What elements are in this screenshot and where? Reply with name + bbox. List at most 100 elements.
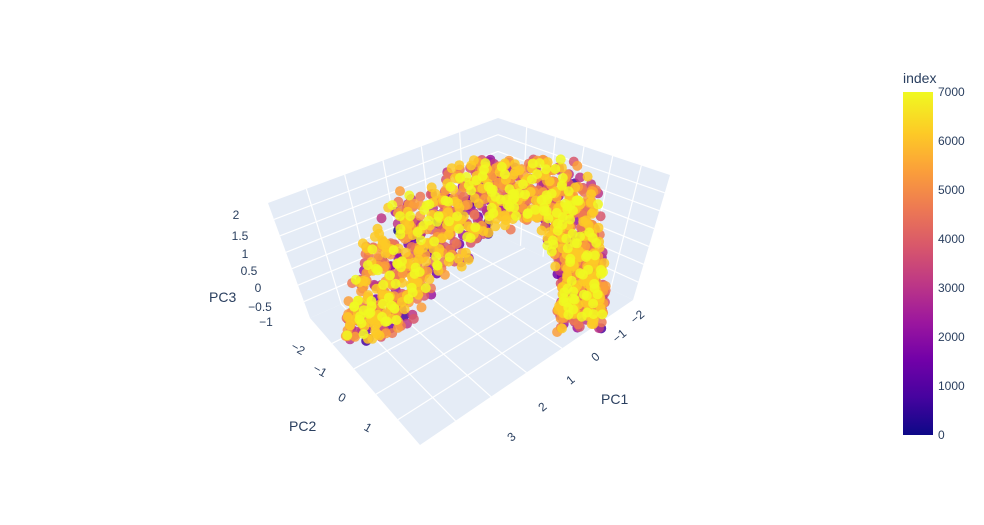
data-point [556,180,567,191]
data-point [550,261,561,272]
colorbar-tick-label: 7000 [938,85,965,99]
data-point [551,207,562,218]
data-point [541,206,552,217]
data-point [352,295,363,306]
data-point [571,238,582,249]
data-point [592,289,603,300]
data-point [596,317,607,328]
data-point [573,319,584,330]
data-point [426,182,437,193]
data-point [452,211,463,222]
data-point [424,274,435,285]
colorbar-tick-label: 0 [938,428,945,442]
data-point [563,186,574,197]
data-point [557,172,568,183]
data-point [421,200,432,211]
data-point [552,218,563,229]
data-point [432,260,443,271]
data-point [568,205,578,216]
data-point [576,311,587,322]
data-point [465,233,476,243]
x-tick-label: 0 [588,349,602,364]
data-point [410,262,421,273]
z-tick-label: 0 [255,281,262,295]
data-point [383,292,394,303]
data-point [362,260,373,271]
colorbar[interactable]: index 7000 6000 5000 4000 3000 2000 1000 0 [903,70,965,442]
data-point [579,289,589,300]
z-tick-label: −0.5 [248,300,272,314]
data-point [429,236,440,247]
data-point [588,298,599,309]
colorbar-gradient [903,92,933,435]
data-point [559,287,570,298]
data-point [522,208,533,219]
x-tick-label: 2 [535,399,549,414]
data-point [392,258,403,269]
data-point [469,209,480,220]
x-tick-label: 1 [563,372,577,387]
data-point [542,194,553,205]
x-axis-title: PC1 [601,391,628,407]
data-point [573,195,584,206]
data-point [581,252,592,262]
colorbar-tick-label: 4000 [938,232,965,246]
data-point [507,189,518,200]
data-point [350,274,361,285]
data-point [483,227,494,238]
data-point [557,323,567,334]
data-point [422,266,433,277]
data-point [479,164,489,175]
data-point [490,221,501,232]
data-point [568,304,579,315]
data-point [395,229,406,240]
data-point [544,227,555,238]
data-point [453,253,464,264]
data-point [567,228,578,239]
data-point [593,222,604,233]
data-point [342,330,353,341]
y-axis-title: PC2 [289,418,316,434]
data-point [414,244,425,255]
data-point [408,313,419,324]
data-point [600,281,611,292]
y-tick-label: 0 [336,390,349,406]
data-point [418,220,429,231]
z-tick-label: 1.5 [232,229,249,243]
data-point [490,191,501,202]
data-point [542,240,553,251]
data-point [483,181,494,192]
data-point [593,199,603,210]
data-point [372,223,383,234]
colorbar-tick-label: 3000 [938,281,965,295]
data-point [466,185,477,196]
z-axis-ticks: 2 1.5 1 0.5 0 −0.5−1 [232,208,274,329]
floor-grid-line [353,260,553,370]
data-point [575,268,586,279]
data-point [394,211,405,222]
data-point [344,320,355,331]
data-point [565,257,576,267]
data-point [572,252,583,263]
y-tick-label: 1 [362,420,375,436]
data-point [391,315,402,325]
data-point [412,227,423,237]
data-point [454,223,464,234]
data-point [420,283,431,294]
data-point [431,251,442,262]
data-point [511,211,521,221]
floor-grid-line [375,273,580,395]
data-point [500,220,510,231]
data-point [555,154,566,165]
data-point [415,235,426,246]
data-point [566,275,577,286]
colorbar-title: index [903,70,936,86]
data-point [569,294,580,305]
data-point [550,163,561,174]
z-tick-label: 1 [242,247,249,261]
z-tick-label: 0.5 [241,264,258,278]
data-point [584,227,595,238]
x-tick-label: −2 [628,307,648,327]
data-point [499,210,510,221]
